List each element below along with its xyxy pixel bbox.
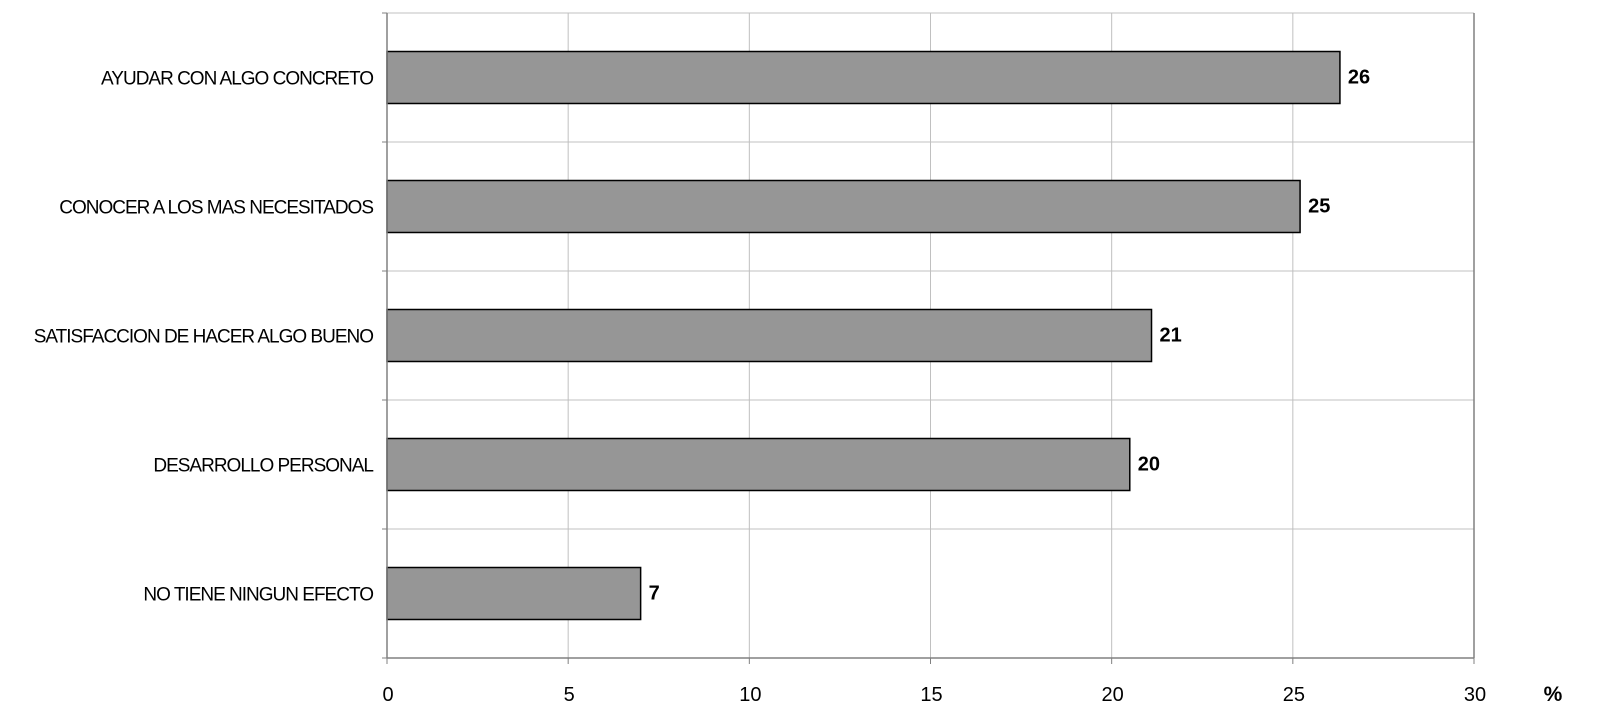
data-label: 20 — [1138, 454, 1160, 476]
bars — [386, 50, 1341, 621]
category-label: AYUDAR CON ALGO CONCRETO — [101, 69, 373, 90]
x-tick-label: 15 — [920, 684, 942, 706]
x-tick-label: 0 — [382, 684, 393, 706]
category-label: SATISFACCION DE HACER ALGO BUENO — [34, 327, 374, 348]
bar — [386, 566, 642, 621]
bar — [386, 437, 1131, 492]
data-label: 21 — [1160, 325, 1182, 347]
category-label: NO TIENE NINGUN EFECTO — [143, 585, 373, 606]
category-label: CONOCER A LOS MAS NECESITADOS — [59, 198, 373, 219]
bar — [386, 308, 1153, 363]
x-tick-labels: 0 5 10 15 20 25 30 — [382, 684, 1486, 706]
data-label: 26 — [1348, 67, 1370, 89]
x-tick-label: 30 — [1464, 684, 1486, 706]
data-label: 7 — [649, 583, 660, 605]
category-label: DESARROLLO PERSONAL — [153, 456, 373, 477]
x-tick-label: 5 — [564, 684, 575, 706]
x-tick-label: 20 — [1102, 684, 1124, 706]
data-labels: 26 25 21 20 7 — [649, 67, 1371, 605]
x-tick-label: 10 — [739, 684, 761, 706]
category-labels: AYUDAR CON ALGO CONCRETO CONOCER A LOS MA… — [34, 69, 375, 606]
data-label: 25 — [1308, 196, 1330, 218]
bar — [386, 179, 1301, 234]
axes — [382, 12, 1475, 664]
bar — [386, 50, 1341, 105]
x-tick-label: 25 — [1283, 684, 1305, 706]
x-axis-unit: % — [1544, 683, 1563, 706]
